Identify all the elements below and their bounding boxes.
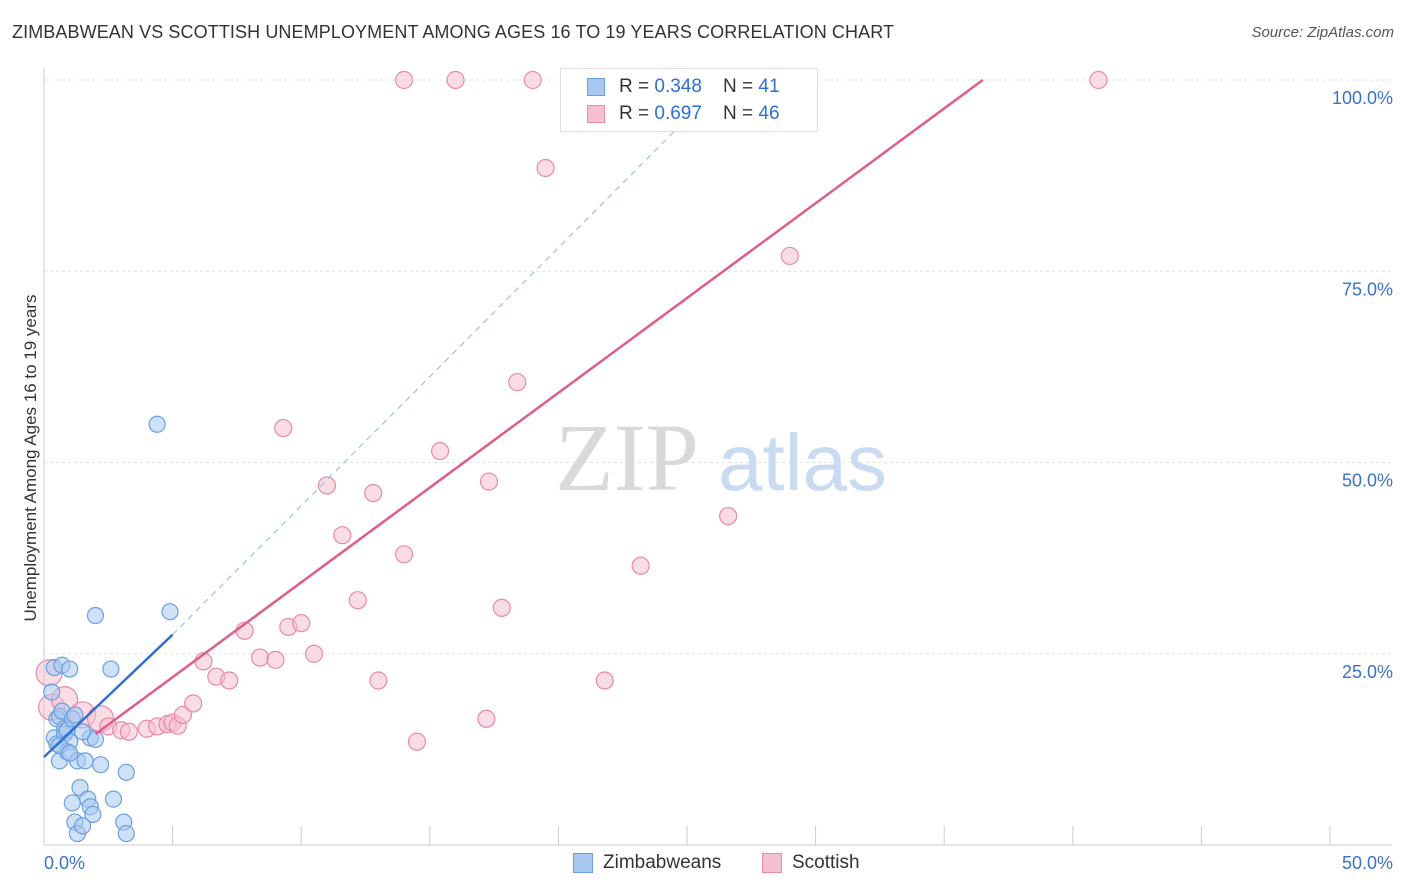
y-tick-label: 75.0% <box>1342 279 1393 299</box>
zimbabwean-point <box>66 706 84 724</box>
zimbabwean-trend-line <box>43 633 174 758</box>
legend-swatch-zimbabweans <box>587 78 605 96</box>
y-tick-label: 50.0% <box>1342 471 1393 491</box>
zimbabwean-point <box>86 606 105 625</box>
zimbabwean-point <box>73 817 92 835</box>
zimbabwean-point <box>102 660 120 678</box>
scottish-point <box>304 644 324 663</box>
legend-swatch-scottish <box>587 105 605 123</box>
legend-n-label: N = <box>723 76 759 97</box>
scottish-point <box>536 158 555 178</box>
scottish-point <box>184 694 203 713</box>
scottish-point <box>780 246 799 266</box>
zimbabwean-point <box>161 603 179 621</box>
gridlines <box>44 79 1392 655</box>
watermark: ZIP atlas <box>555 404 887 511</box>
scottish-trend-line <box>94 78 984 736</box>
bottom-legend-label-scottish: Scottish <box>792 852 860 873</box>
scottish-point <box>430 441 450 461</box>
scottish-point <box>394 545 414 564</box>
scottish-point <box>220 671 239 690</box>
legend-r-label: R = <box>619 76 655 97</box>
zimbabwean-point <box>73 723 92 741</box>
zimbabwean-trend-extension <box>172 79 727 636</box>
y-tick-label: 100.0% <box>1332 88 1393 108</box>
stats-legend: R = 0.348 N = 41 R = 0.697 N = 46 <box>560 68 818 132</box>
scottish-point <box>407 732 427 751</box>
zimbabwean-point <box>43 683 61 701</box>
source-label: Source: ZipAtlas.com <box>1251 24 1394 41</box>
legend-n-label: N = <box>723 103 759 124</box>
tick-labels: 25.0% 50.0% 75.0% 100.0% 0.0% 50.0% <box>44 88 1393 873</box>
axes <box>43 68 1392 846</box>
y-axis-label: Unemployment Among Ages 16 to 19 years <box>21 295 40 622</box>
zimbabwean-point <box>148 415 166 433</box>
scottish-point <box>492 598 511 617</box>
scottish-point <box>369 671 388 690</box>
zimbabwean-point <box>63 794 81 812</box>
scottish-point <box>333 526 352 545</box>
zimbabwean-point <box>84 805 102 824</box>
x-tick-label: 0.0% <box>44 853 85 873</box>
watermark-atlas: atlas <box>718 418 887 507</box>
scottish-point <box>394 70 414 90</box>
scottish-point <box>173 705 192 725</box>
legend-n-zimbabweans: 41 <box>758 76 780 97</box>
scottish-point <box>348 591 367 610</box>
legend-n-scottish: 46 <box>758 103 780 124</box>
scottish-point <box>317 476 337 495</box>
y-tick-label: 25.0% <box>1342 662 1393 682</box>
legend-r-zimbabweans: 0.348 <box>654 76 702 97</box>
legend-r-scottish: 0.697 <box>654 103 702 124</box>
zimbabwean-points <box>43 415 179 843</box>
zimbabwean-point <box>104 790 123 808</box>
scottish-point <box>719 506 738 526</box>
scottish-point <box>250 648 270 667</box>
scottish-point <box>479 472 499 491</box>
zimbabwean-point <box>61 744 79 762</box>
scottish-point <box>292 614 311 633</box>
scottish-point <box>631 556 650 575</box>
scottish-point <box>119 722 138 741</box>
chart-title: ZIMBABWEAN VS SCOTTISH UNEMPLOYMENT AMON… <box>12 22 895 42</box>
scottish-points <box>35 70 1108 751</box>
trend-lines <box>43 78 984 758</box>
zimbabwean-point <box>86 730 105 749</box>
watermark-zip: ZIP <box>555 404 699 511</box>
bottom-legend-swatch-zimbabweans <box>573 853 593 873</box>
scottish-point <box>477 709 496 728</box>
zimbabwean-point <box>117 763 135 781</box>
zimbabwean-point <box>61 660 79 678</box>
scottish-point <box>446 70 465 90</box>
scottish-point <box>266 650 285 669</box>
scottish-point <box>523 70 542 90</box>
legend-r-label: R = <box>619 103 655 124</box>
zimbabwean-point <box>76 752 94 770</box>
scottish-point <box>508 373 527 392</box>
bottom-legend-label-zimbabweans: Zimbabweans <box>603 852 722 873</box>
scottish-point <box>364 484 383 503</box>
x-tick-label: 50.0% <box>1342 853 1393 873</box>
scottish-point <box>595 671 614 690</box>
bottom-legend-swatch-scottish <box>762 853 782 873</box>
zimbabwean-point <box>91 756 110 774</box>
scottish-point <box>1089 70 1108 90</box>
zimbabwean-point <box>117 824 135 843</box>
scottish-point <box>274 418 293 438</box>
